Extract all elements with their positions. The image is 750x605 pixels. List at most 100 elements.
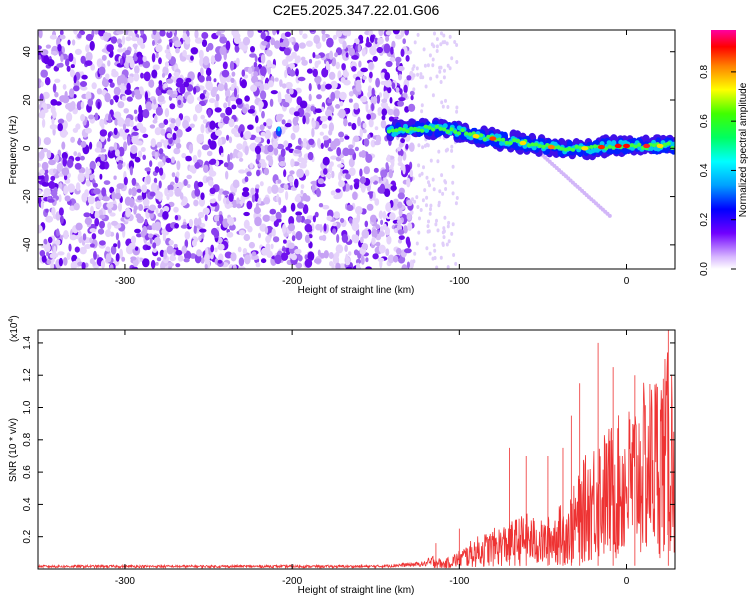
noise-speckle (136, 122, 144, 130)
noise-speckle (451, 164, 455, 169)
signal-track (611, 145, 616, 150)
noise-speckle (184, 239, 189, 249)
noise-speckle (285, 81, 293, 89)
noise-speckle (208, 138, 212, 146)
noise-speckle (320, 115, 328, 122)
noise-speckle (385, 248, 390, 256)
noise-speckle (73, 74, 77, 84)
noise-speckle (348, 167, 356, 177)
noise-speckle (346, 204, 354, 211)
noise-speckle (210, 244, 215, 253)
signal-track (502, 131, 508, 140)
signal-track (442, 123, 448, 129)
signal-peak (597, 144, 605, 150)
noise-speckle (201, 144, 210, 151)
noise-speckle (426, 229, 430, 234)
noise-speckle (197, 211, 205, 219)
noise-speckle (416, 205, 420, 209)
noise-speckle (85, 44, 90, 53)
noise-speckle (261, 110, 265, 119)
noise-speckle (331, 57, 337, 67)
noise-speckle (133, 109, 138, 115)
noise-speckle (340, 218, 345, 223)
noise-speckle (288, 63, 295, 69)
noise-speckle (435, 218, 438, 223)
noise-speckle (205, 67, 212, 77)
noise-speckle (121, 95, 127, 101)
noise-speckle (266, 59, 272, 69)
noise-speckle (419, 208, 423, 212)
noise-speckle (393, 108, 400, 118)
noise-speckle (407, 222, 413, 232)
noise-speckle (390, 46, 394, 55)
noise-speckle (184, 231, 191, 240)
noise-speckle (94, 217, 100, 227)
noise-speckle (165, 157, 172, 164)
signal-peak (614, 143, 622, 149)
noise-speckle (111, 191, 116, 201)
noise-speckle (54, 78, 61, 84)
noise-speckle (166, 193, 170, 201)
signal-track (445, 129, 451, 134)
noise-speckle (244, 130, 252, 140)
noise-speckle (412, 73, 416, 78)
noise-speckle (59, 215, 64, 224)
noise-speckle (312, 215, 316, 223)
noise-speckle (277, 187, 285, 194)
noise-speckle (182, 32, 188, 41)
noise-speckle (237, 266, 246, 269)
noise-speckle (68, 52, 74, 62)
noise-speckle (175, 47, 180, 54)
noise-speckle (159, 167, 164, 176)
noise-speckle (440, 173, 444, 178)
noise-speckle (342, 70, 349, 78)
noise-speckle (356, 70, 364, 78)
signal-peak (547, 144, 555, 150)
noise-speckle (49, 34, 58, 40)
noise-speckle (352, 191, 358, 200)
noise-speckle (254, 55, 258, 63)
noise-speckle (174, 187, 182, 197)
noise-speckle (309, 30, 315, 33)
noise-speckle (137, 112, 144, 123)
noise-speckle (53, 245, 57, 256)
noise-speckle (432, 44, 436, 49)
noise-speckle (167, 30, 171, 33)
noise-speckle (260, 66, 267, 77)
noise-speckle (360, 150, 366, 158)
noise-speckle (283, 140, 289, 148)
noise-speckle (269, 215, 276, 222)
noise-speckle (123, 108, 129, 114)
noise-speckle (96, 88, 102, 95)
noise-speckle (320, 84, 327, 92)
noise-speckle (125, 207, 131, 218)
noise-speckle (307, 151, 314, 161)
noise-speckle (264, 226, 269, 234)
noise-speckle (101, 122, 105, 130)
noise-speckle (292, 230, 296, 237)
noise-speckle (328, 252, 334, 259)
noise-speckle (411, 197, 414, 202)
noise-speckle (260, 145, 265, 153)
noise-speckle (248, 241, 255, 249)
noise-speckle (369, 176, 375, 183)
signal-track (556, 145, 561, 150)
noise-speckle (152, 242, 157, 249)
noise-speckle (209, 187, 216, 195)
noise-speckle (256, 169, 261, 177)
noise-speckle (74, 162, 82, 170)
noise-speckle (214, 107, 222, 113)
noise-speckle (314, 60, 319, 69)
noise-speckle (247, 124, 254, 130)
noise-speckle (62, 95, 70, 104)
noise-speckle (308, 138, 315, 145)
noise-speckle (131, 131, 139, 136)
noise-speckle (228, 136, 233, 144)
noise-speckle (185, 77, 192, 83)
noise-speckle (79, 81, 88, 87)
noise-speckle (102, 196, 110, 202)
noise-speckle (124, 128, 130, 133)
noise-speckle (444, 148, 448, 153)
noise-speckle (295, 55, 301, 63)
noise-speckle (270, 37, 276, 46)
